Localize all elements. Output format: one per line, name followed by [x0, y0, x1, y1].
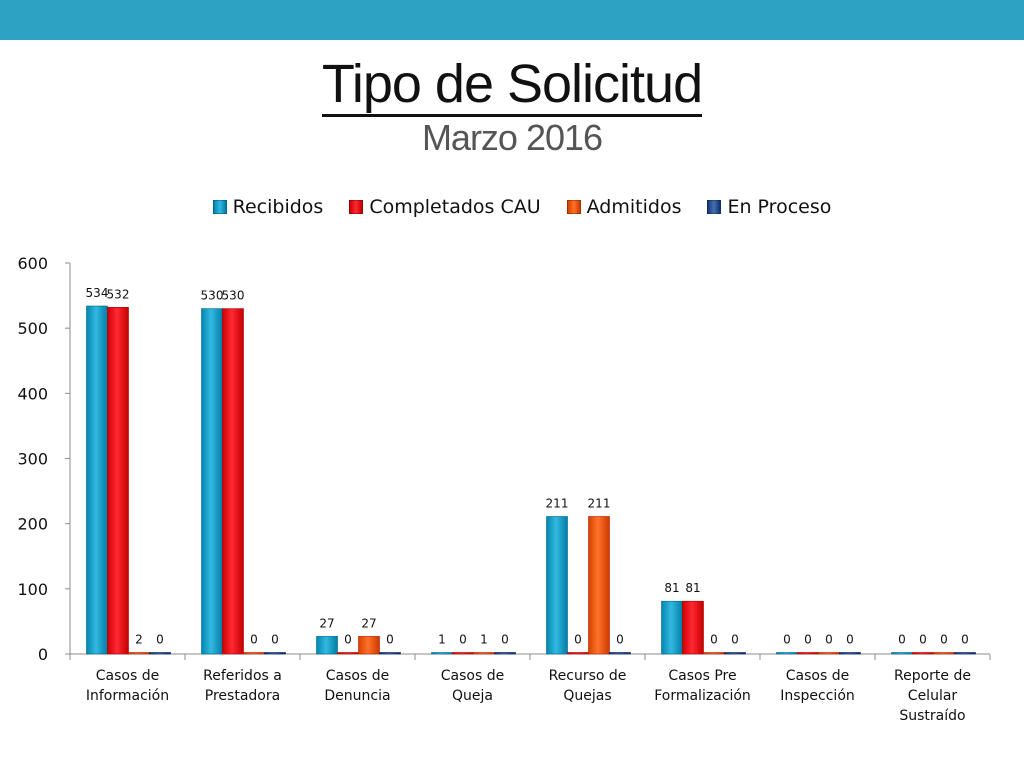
page-subtitle: Marzo 2016	[421, 117, 603, 158]
y-tick-label: 500	[17, 319, 48, 338]
y-tick-label: 300	[17, 450, 48, 469]
legend-label: Recibidos	[232, 196, 324, 218]
bar-recibidos	[86, 305, 108, 655]
bar-value-label: 0	[501, 633, 509, 647]
bar-completados-cau	[452, 652, 474, 655]
title-text: Tipo de Solicitud	[321, 54, 703, 117]
bar-value-label: 1	[438, 633, 446, 647]
bar-recibidos	[431, 652, 453, 655]
bar-completados-cau	[107, 307, 129, 655]
legend-swatch	[212, 200, 227, 214]
page-title: Tipo de Solicitud	[0, 54, 1024, 117]
bar-admitidos	[243, 652, 265, 655]
bar-value-label: 0	[574, 633, 582, 647]
bar-en-proceso	[954, 652, 976, 655]
bar-en-proceso	[264, 652, 286, 655]
bar-value-label: 1	[480, 633, 488, 647]
bar-value-label: 0	[961, 633, 969, 647]
bar-value-label: 81	[685, 581, 700, 595]
bar-value-label: 0	[156, 633, 164, 647]
bar-value-label: 81	[664, 581, 679, 595]
bar-en-proceso	[379, 652, 401, 655]
legend-swatch	[707, 200, 722, 214]
bar-recibidos	[316, 636, 338, 655]
legend-item: Recibidos	[212, 196, 324, 218]
bar-value-label: 0	[940, 633, 948, 647]
bar-value-label: 0	[731, 633, 739, 647]
bar-en-proceso	[609, 652, 631, 655]
bar-value-label: 2	[135, 633, 143, 647]
bar-en-proceso	[149, 652, 171, 655]
y-tick-label: 600	[17, 254, 48, 273]
bar-recibidos	[201, 308, 223, 655]
bar-value-label: 0	[846, 633, 854, 647]
chart-legend: Recibidos Completados CAU Admitidos En Proc…	[0, 196, 1024, 218]
bar-admitidos	[818, 652, 840, 655]
bar-recibidos	[891, 652, 913, 655]
bar-value-label: 27	[319, 616, 334, 630]
legend-swatch	[349, 200, 364, 214]
y-tick-label: 100	[17, 580, 48, 599]
bar-value-label: 0	[825, 633, 833, 647]
bar-value-label: 0	[804, 633, 812, 647]
bar-admitidos	[588, 516, 610, 655]
category-label: Casos de Información	[86, 668, 169, 704]
bar-value-label: 0	[898, 633, 906, 647]
bar-recibidos	[546, 516, 568, 655]
y-tick-label: 200	[17, 515, 48, 534]
bar-value-label: 0	[783, 633, 791, 647]
bar-admitidos	[128, 652, 150, 655]
bar-value-label: 211	[588, 496, 611, 510]
chart-bars	[86, 305, 976, 655]
legend-label: Completados CAU	[369, 196, 541, 218]
bar-recibidos	[776, 652, 798, 655]
bar-value-label: 530	[222, 289, 245, 303]
bar-admitidos	[473, 652, 495, 655]
category-label: Casos Pre Formalización	[654, 668, 751, 704]
bar-en-proceso	[494, 652, 516, 655]
bar-value-label: 0	[616, 633, 624, 647]
category-label: Casos de Denuncia	[324, 668, 390, 704]
category-label: Referidos a Prestadora	[203, 668, 282, 704]
bar-en-proceso	[724, 652, 746, 655]
bar-value-label: 0	[919, 633, 927, 647]
bar-value-label: 0	[386, 633, 394, 647]
bar-completados-cau	[222, 308, 244, 655]
bar-value-label: 530	[201, 289, 224, 303]
legend-label: En Proceso	[727, 196, 832, 218]
bar-completados-cau	[567, 652, 589, 655]
category-label: Casos de Inspección	[780, 668, 855, 704]
bar-value-label: 0	[250, 633, 258, 647]
bar-completados-cau	[797, 652, 819, 655]
legend-label: Admitidos	[586, 196, 682, 218]
legend-item: Completados CAU	[349, 196, 541, 218]
bar-admitidos	[933, 652, 955, 655]
bar-completados-cau	[682, 600, 704, 655]
bar-value-label: 534	[86, 286, 109, 300]
bar-admitidos	[703, 652, 725, 655]
bar-value-label: 532	[107, 287, 130, 301]
category-label: Recurso de Quejas	[549, 668, 627, 704]
bar-en-proceso	[839, 652, 861, 655]
y-tick-label: 400	[17, 384, 48, 403]
bar-value-label: 0	[459, 633, 467, 647]
legend-item: En Proceso	[707, 196, 831, 218]
bar-value-label: 27	[361, 616, 376, 630]
category-label: Reporte de Celular Sustraído	[894, 668, 971, 724]
bar-completados-cau	[912, 652, 934, 655]
bar-value-label: 211	[546, 496, 569, 510]
legend-swatch	[566, 200, 581, 214]
bar-value-label: 0	[271, 633, 279, 647]
bar-value-label: 0	[710, 633, 718, 647]
category-label: Casos de Queja	[441, 668, 504, 704]
legend-item: Admitidos	[566, 196, 682, 218]
bar-completados-cau	[337, 652, 359, 655]
top-bar	[0, 0, 1024, 40]
bar-recibidos	[661, 600, 683, 655]
bar-value-label: 0	[344, 633, 352, 647]
bar-admitidos	[358, 636, 380, 655]
y-tick-label: 0	[38, 645, 48, 664]
